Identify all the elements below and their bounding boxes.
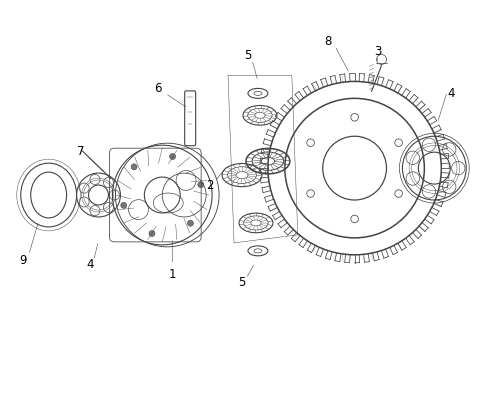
Text: 6: 6 [155, 82, 162, 95]
Text: 2: 2 [206, 179, 214, 191]
Text: 7: 7 [77, 145, 84, 158]
Circle shape [131, 164, 137, 170]
Circle shape [169, 154, 176, 160]
Text: 5: 5 [244, 49, 252, 62]
Text: 9: 9 [19, 254, 26, 267]
Text: 4: 4 [447, 87, 455, 100]
Circle shape [149, 231, 155, 237]
Text: 3: 3 [374, 45, 381, 58]
Circle shape [121, 202, 127, 208]
Circle shape [198, 182, 204, 188]
Text: 1: 1 [168, 268, 176, 281]
Text: 4: 4 [87, 258, 94, 271]
Text: 5: 5 [238, 276, 246, 289]
Text: 8: 8 [324, 35, 331, 48]
Circle shape [188, 220, 193, 226]
